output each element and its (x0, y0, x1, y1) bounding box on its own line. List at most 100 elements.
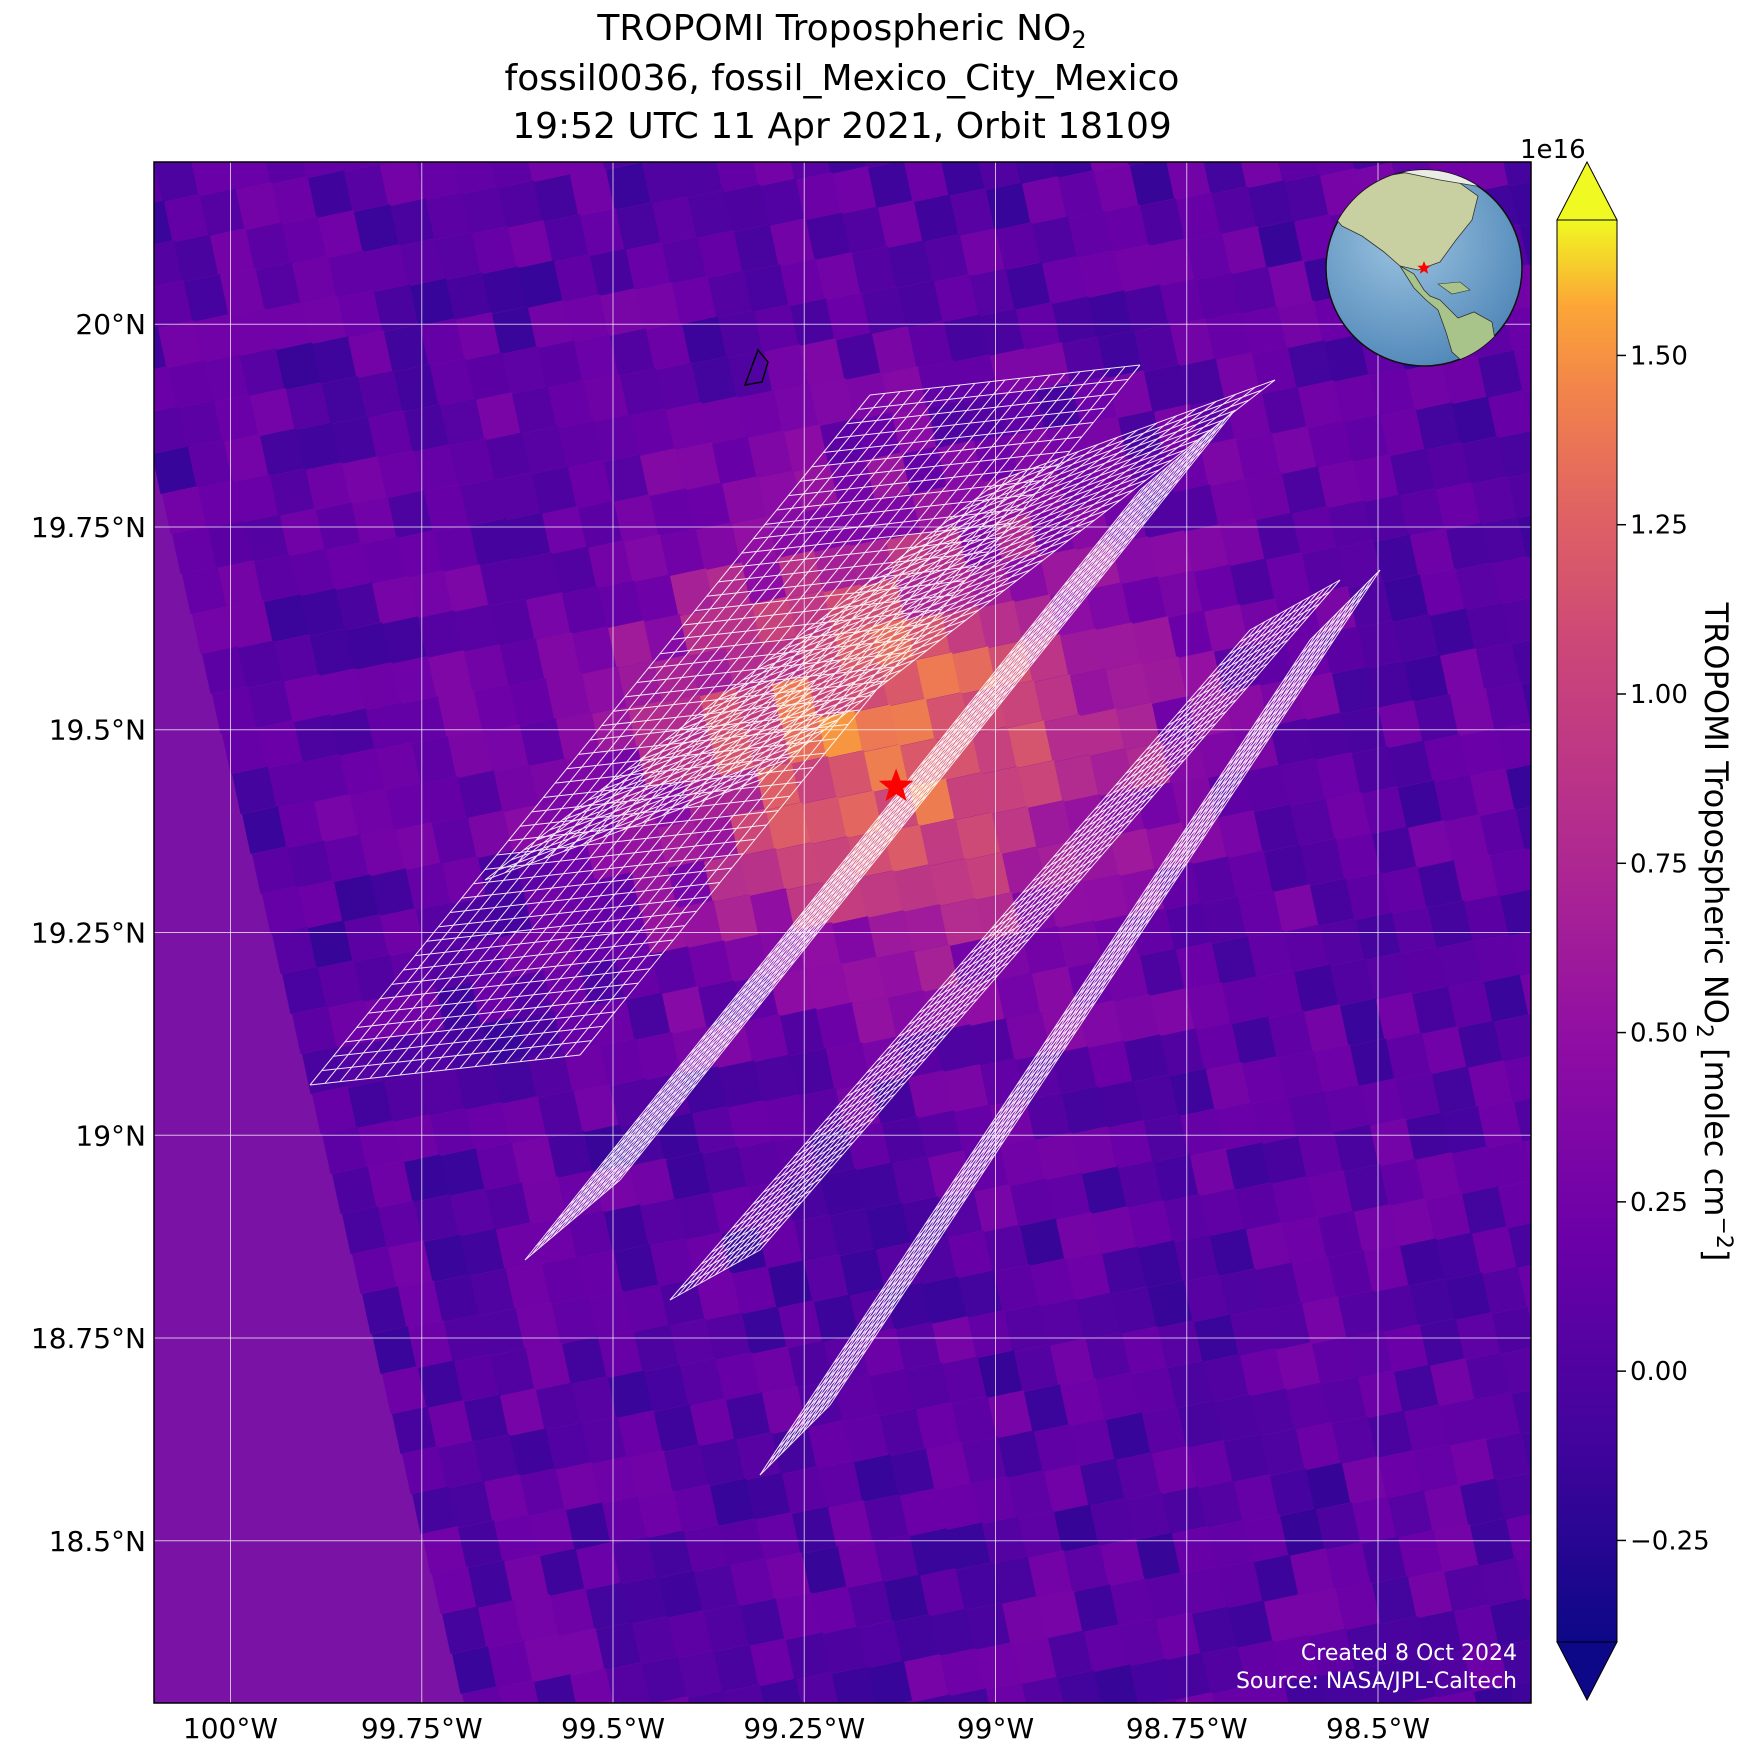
no2-pixel (616, 952, 661, 1001)
no2-pixel (469, 518, 515, 567)
no2-pixel (1470, 1518, 1515, 1567)
latitude-tick-labels: 20°N 19.75°N 19.5°N 19.25°N 19°N 18.75°N 18.5°… (31, 308, 146, 1558)
no2-pixel (1368, 1410, 1413, 1459)
no2-pixel (750, 1638, 795, 1687)
no2-pixel (282, 216, 327, 265)
no2-pixel (686, 482, 731, 531)
no2-pixel (427, 1400, 473, 1449)
no2-pixel (306, 462, 351, 511)
no2-pixel (800, 338, 845, 387)
no2-pixel (750, 888, 795, 937)
no2-pixel (1476, 642, 1521, 691)
no2-pixel (1012, 162, 1057, 185)
no2-pixel (1138, 490, 1183, 539)
no2-pixel (646, 322, 691, 371)
no2-pixel (1320, 918, 1365, 967)
no2-pixel (1006, 1012, 1051, 1061)
no2-pixel (1250, 1388, 1295, 1437)
no2-pixel (1310, 162, 1355, 177)
no2-pixel (364, 994, 409, 1043)
no2-pixel (530, 758, 575, 807)
no2-pixel (276, 342, 321, 391)
no2-pixel (1150, 988, 1195, 1037)
globe-target-star-icon (1417, 261, 1431, 274)
no2-pixel (419, 1068, 465, 1117)
no2-pixel (1296, 1422, 1341, 1471)
no2-pixel (742, 556, 787, 605)
no2-pixel (1372, 826, 1417, 875)
no2-pixel (736, 1432, 781, 1481)
no2-pixel (1280, 1508, 1325, 1557)
no2-pixel (360, 828, 405, 877)
no2-pixel (1288, 340, 1333, 389)
no2-pixel (904, 1654, 949, 1703)
no2-pixel (432, 1566, 477, 1615)
no2-pixel (508, 1720, 553, 1752)
no2-pixel (680, 1358, 725, 1407)
no2-pixel (776, 1592, 821, 1641)
no2-pixel (808, 1420, 853, 1469)
no2-pixel (260, 428, 305, 477)
no2-pixel (1440, 1398, 1485, 1447)
no2-pixel (378, 450, 423, 499)
no2-pixel (1210, 1228, 1255, 1277)
no2-pixel (471, 226, 517, 275)
no2-pixel (1388, 740, 1433, 789)
no2-pixel (1316, 752, 1361, 801)
no2-pixel (1042, 256, 1087, 305)
no2-pixel (684, 1524, 729, 1573)
no2-pixel (954, 354, 999, 403)
no2-pixel (1386, 1032, 1431, 1081)
no2-pixel (734, 224, 779, 273)
no2-pixel (740, 848, 785, 897)
no2-pixel (1244, 764, 1289, 813)
target-location-star-icon (878, 768, 914, 802)
colorbar: 1e16 −0.25 0.00 0.25 0.50 0.75 1.00 1.25 1.50 T… (1520, 135, 1736, 1702)
no2-pixel (188, 440, 233, 489)
no2-pixel (1002, 1596, 1047, 1645)
no2-pixel (986, 182, 1031, 231)
no2-pixel (435, 982, 481, 1031)
no2-pixel (718, 1060, 763, 1109)
no2-pixel (532, 466, 577, 515)
no2-pixel (1048, 162, 1093, 179)
no2-pixel (1076, 1292, 1121, 1341)
no2-pixel (1276, 1342, 1321, 1391)
no2-pixel (940, 1648, 985, 1697)
no2-pixel (1216, 352, 1261, 401)
no2-pixel (508, 220, 553, 269)
no2-pixel (922, 1276, 967, 1325)
no2-pixel (341, 1206, 387, 1255)
no2-pixel (880, 1408, 925, 1457)
no2-pixel (1342, 1456, 1387, 1505)
no2-pixel (786, 1632, 831, 1681)
no2-pixel (1206, 1062, 1251, 1111)
no2-pixel (884, 1574, 929, 1623)
no2-pixel (1292, 1256, 1337, 1305)
no2-pixel (499, 638, 545, 687)
no2-pixel (522, 426, 567, 475)
no2-pixel (1404, 1404, 1449, 1453)
no2-pixel (832, 916, 877, 965)
no2-pixel (1434, 774, 1479, 823)
no2-pixel (413, 1194, 459, 1243)
no2-pixel (1482, 1266, 1527, 1315)
no2-pixel (264, 594, 309, 643)
no2-pixel (1398, 1530, 1443, 1579)
no2-pixel (487, 162, 533, 189)
no2-pixel (726, 642, 771, 691)
no2-pixel (1490, 1598, 1531, 1647)
no2-pixel (526, 1342, 571, 1391)
no2-pixel (1060, 628, 1105, 677)
no2-pixel (830, 1208, 875, 1257)
no2-pixel (1228, 1600, 1273, 1649)
no2-pixel (1332, 666, 1377, 715)
no2-pixel (604, 1204, 649, 1253)
no2-pixel (1510, 928, 1531, 977)
no2-pixel (1506, 1512, 1531, 1561)
no2-pixel (1046, 422, 1091, 471)
no2-pixel (994, 1264, 1039, 1313)
no2-pixel (1170, 1068, 1215, 1117)
no2-pixel (1228, 850, 1273, 899)
